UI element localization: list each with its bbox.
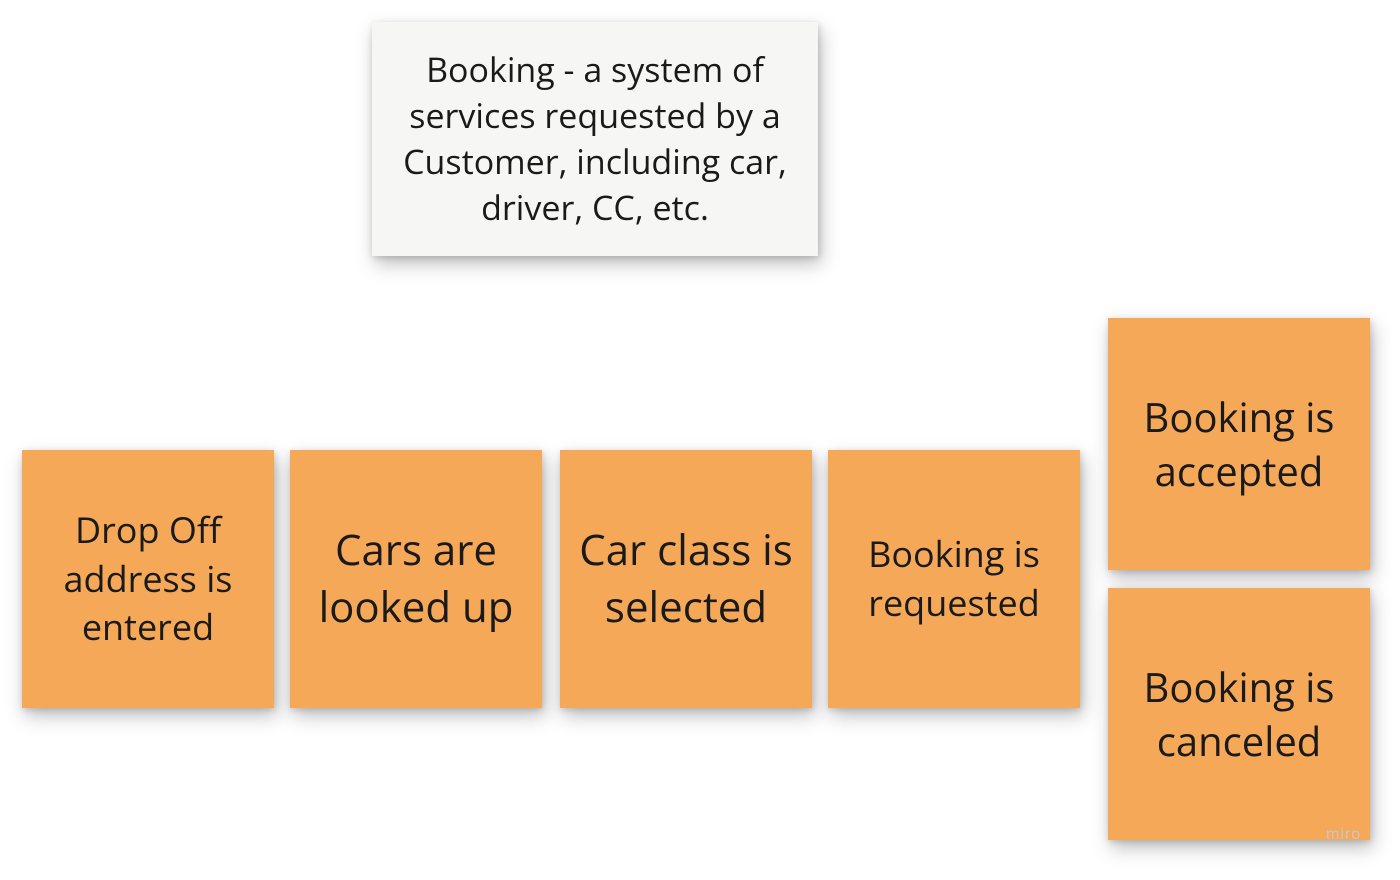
car-class-note-text: Car class is selected bbox=[578, 522, 794, 635]
booking-accepted-note[interactable]: Booking is accepted bbox=[1108, 318, 1370, 570]
booking-canceled-note-text: Booking is canceled bbox=[1126, 660, 1352, 768]
booking-requested-note[interactable]: Booking is requested bbox=[828, 450, 1080, 708]
definition-note[interactable]: Booking - a system of services requested… bbox=[372, 22, 818, 256]
cars-looked-up-note[interactable]: Cars are looked up bbox=[290, 450, 542, 708]
car-class-note[interactable]: Car class is selected bbox=[560, 450, 812, 708]
drop-off-note-text: Drop Off address is entered bbox=[40, 506, 256, 652]
drop-off-note[interactable]: Drop Off address is entered bbox=[22, 450, 274, 708]
booking-accepted-note-text: Booking is accepted bbox=[1126, 390, 1352, 498]
booking-requested-note-text: Booking is requested bbox=[846, 530, 1062, 627]
booking-canceled-note[interactable]: Booking is canceled bbox=[1108, 588, 1370, 840]
definition-note-text: Booking - a system of services requested… bbox=[390, 47, 800, 231]
miro-watermark: miro bbox=[1326, 826, 1361, 844]
cars-looked-up-note-text: Cars are looked up bbox=[308, 522, 524, 635]
